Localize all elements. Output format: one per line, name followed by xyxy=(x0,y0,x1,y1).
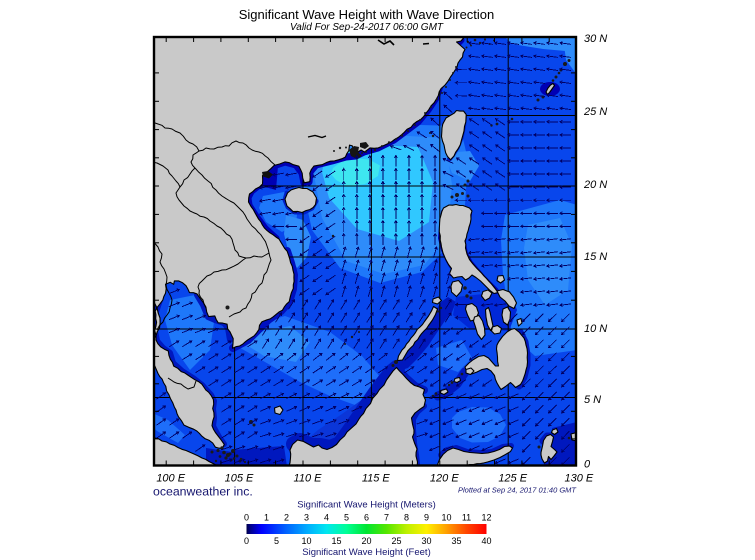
svg-text:10: 10 xyxy=(301,536,311,546)
svg-text:4: 4 xyxy=(324,513,329,523)
svg-text:30: 30 xyxy=(421,536,431,546)
svg-text:15 N: 15 N xyxy=(584,251,607,263)
svg-text:1: 1 xyxy=(264,513,269,523)
svg-text:6: 6 xyxy=(364,513,369,523)
svg-text:Significant Wave Height (Meter: Significant Wave Height (Meters) xyxy=(297,500,436,511)
svg-text:Valid For Sep-24-2017 06:00 GM: Valid For Sep-24-2017 06:00 GMT xyxy=(290,22,444,33)
svg-text:15: 15 xyxy=(331,536,341,546)
svg-text:0: 0 xyxy=(244,536,249,546)
svg-text:130 E: 130 E xyxy=(565,473,594,485)
svg-text:105 E: 105 E xyxy=(225,473,254,485)
svg-text:8: 8 xyxy=(404,513,409,523)
svg-text:25 N: 25 N xyxy=(583,106,607,118)
svg-text:10: 10 xyxy=(441,513,451,523)
svg-text:12: 12 xyxy=(481,513,491,523)
svg-text:110 E: 110 E xyxy=(294,473,323,485)
svg-text:120 E: 120 E xyxy=(430,473,459,485)
svg-text:3: 3 xyxy=(304,513,309,523)
svg-text:7: 7 xyxy=(384,513,389,523)
svg-text:Plotted at Sep 24, 2017 01:40: Plotted at Sep 24, 2017 01:40 GMT xyxy=(458,486,577,495)
svg-text:9: 9 xyxy=(424,513,429,523)
svg-text:Significant Wave Height with W: Significant Wave Height with Wave Direct… xyxy=(239,7,495,22)
svg-text:oceanweather inc.: oceanweather inc. xyxy=(153,485,253,499)
svg-text:35: 35 xyxy=(451,536,461,546)
svg-text:40: 40 xyxy=(481,536,491,546)
svg-text:5: 5 xyxy=(344,513,349,523)
svg-text:20 N: 20 N xyxy=(583,179,607,191)
svg-text:30 N: 30 N xyxy=(584,33,607,45)
svg-text:11: 11 xyxy=(462,513,471,523)
svg-text:100 E: 100 E xyxy=(156,473,185,485)
svg-text:5 N: 5 N xyxy=(584,394,601,406)
svg-text:10 N: 10 N xyxy=(584,323,607,335)
svg-text:125 E: 125 E xyxy=(498,473,527,485)
svg-text:25: 25 xyxy=(391,536,401,546)
svg-text:20: 20 xyxy=(361,536,371,546)
svg-text:Significant Wave Height (Feet): Significant Wave Height (Feet) xyxy=(302,547,430,558)
svg-text:0: 0 xyxy=(584,459,591,471)
svg-text:2: 2 xyxy=(284,513,289,523)
svg-text:5: 5 xyxy=(274,536,279,546)
svg-text:115 E: 115 E xyxy=(362,473,391,485)
svg-text:0: 0 xyxy=(244,513,249,523)
